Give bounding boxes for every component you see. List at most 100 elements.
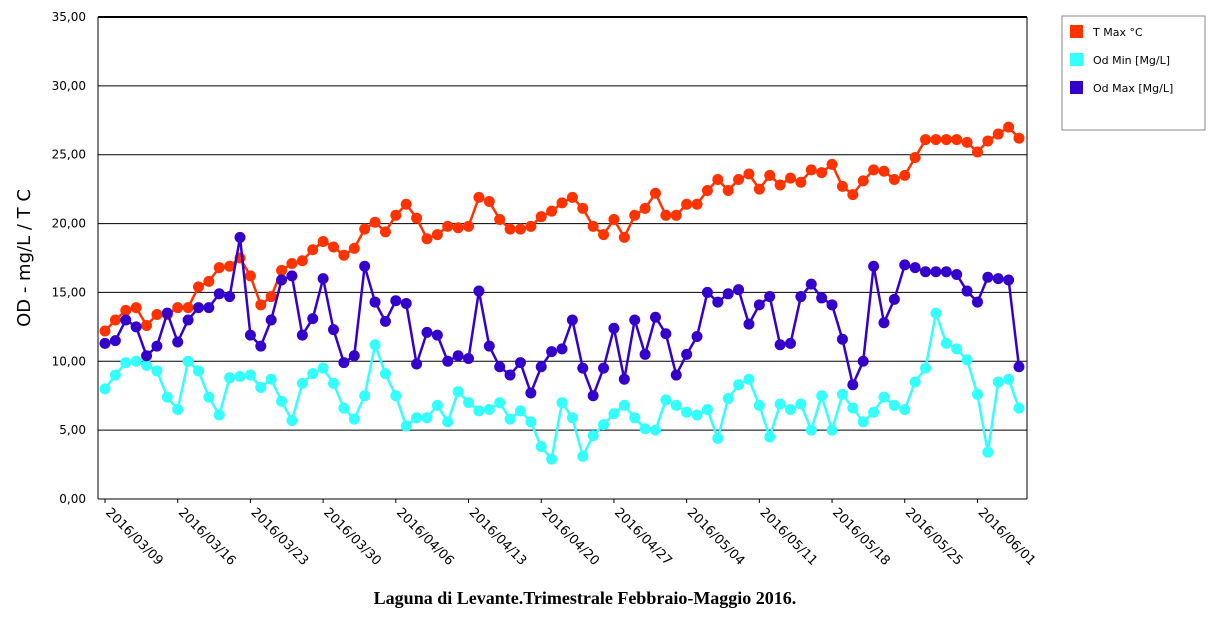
data-point xyxy=(109,369,121,381)
data-point xyxy=(566,314,578,326)
data-point xyxy=(909,376,921,388)
data-point xyxy=(961,354,973,366)
data-point xyxy=(920,266,932,278)
data-point xyxy=(213,262,225,274)
data-point xyxy=(265,314,277,326)
data-point xyxy=(296,255,308,267)
x-tick-label: 2016/05/11 xyxy=(757,505,821,569)
data-point xyxy=(587,220,599,232)
data-point xyxy=(265,291,277,303)
data-point xyxy=(629,314,641,326)
data-point xyxy=(504,413,516,425)
data-point xyxy=(681,348,693,360)
data-point xyxy=(982,135,994,147)
data-point xyxy=(805,278,817,290)
data-point xyxy=(691,198,703,210)
y-tick-label: 25,00 xyxy=(52,148,86,162)
data-point xyxy=(847,379,859,391)
data-point xyxy=(868,406,880,418)
data-point xyxy=(940,134,952,146)
data-point xyxy=(483,403,495,415)
data-point xyxy=(598,419,610,431)
data-point xyxy=(795,291,807,303)
data-point xyxy=(1013,361,1025,373)
data-point xyxy=(816,292,828,304)
data-point xyxy=(753,399,765,411)
data-point xyxy=(847,402,859,414)
data-point xyxy=(577,362,589,374)
data-point xyxy=(1003,373,1015,385)
data-point xyxy=(390,390,402,402)
data-point xyxy=(276,395,288,407)
data-point xyxy=(1013,402,1025,414)
data-point xyxy=(857,355,869,367)
data-point xyxy=(535,361,547,373)
data-point xyxy=(151,308,163,320)
data-point xyxy=(99,383,111,395)
data-point xyxy=(785,403,796,415)
data-point xyxy=(514,405,526,417)
data-point xyxy=(338,402,350,414)
data-point xyxy=(608,213,620,225)
data-point xyxy=(774,179,786,191)
data-point xyxy=(608,322,620,334)
data-point xyxy=(265,373,277,385)
data-point xyxy=(463,353,475,365)
data-point xyxy=(234,231,246,243)
data-point xyxy=(525,220,537,232)
data-point xyxy=(504,369,516,381)
x-tick-label: 2016/04/13 xyxy=(466,505,530,569)
data-point xyxy=(421,233,433,245)
data-point xyxy=(982,271,994,283)
data-point xyxy=(328,324,339,336)
data-point xyxy=(795,398,807,410)
data-point xyxy=(940,337,952,349)
data-point xyxy=(836,180,848,192)
data-point xyxy=(712,296,724,308)
data-point xyxy=(649,311,661,323)
data-point xyxy=(161,391,173,403)
legend-swatch xyxy=(1070,25,1083,38)
data-point xyxy=(681,198,693,210)
data-point xyxy=(857,416,869,428)
data-point xyxy=(857,175,869,187)
data-point xyxy=(649,424,661,436)
data-point xyxy=(431,399,443,411)
data-point xyxy=(930,134,942,146)
data-point xyxy=(203,302,215,314)
data-point xyxy=(525,416,537,428)
data-point xyxy=(130,355,142,367)
data-point xyxy=(203,275,215,287)
data-point xyxy=(192,365,204,377)
data-point xyxy=(847,189,859,201)
data-point xyxy=(348,242,360,254)
data-point xyxy=(307,368,319,380)
data-point xyxy=(255,340,267,352)
data-point xyxy=(722,288,734,300)
data-point xyxy=(296,377,308,389)
data-point xyxy=(909,151,921,163)
data-point xyxy=(452,222,464,234)
data-point xyxy=(109,314,121,326)
x-tick-label: 2016/04/27 xyxy=(611,505,675,569)
data-point xyxy=(670,369,682,381)
data-point xyxy=(826,424,838,436)
data-point xyxy=(618,373,630,385)
data-point xyxy=(951,343,963,355)
data-point xyxy=(670,209,682,221)
data-point xyxy=(598,229,610,241)
data-point xyxy=(504,223,516,235)
data-point xyxy=(556,397,568,409)
data-point xyxy=(411,412,423,424)
data-point xyxy=(483,196,495,208)
data-point xyxy=(442,355,454,367)
series-line xyxy=(104,125,1020,332)
data-point xyxy=(764,169,776,181)
data-point xyxy=(618,399,630,411)
data-point xyxy=(816,390,828,402)
legend-box xyxy=(1061,15,1206,131)
data-point xyxy=(421,326,433,338)
data-point xyxy=(899,403,911,415)
data-point xyxy=(566,191,578,203)
data-point xyxy=(670,399,682,411)
